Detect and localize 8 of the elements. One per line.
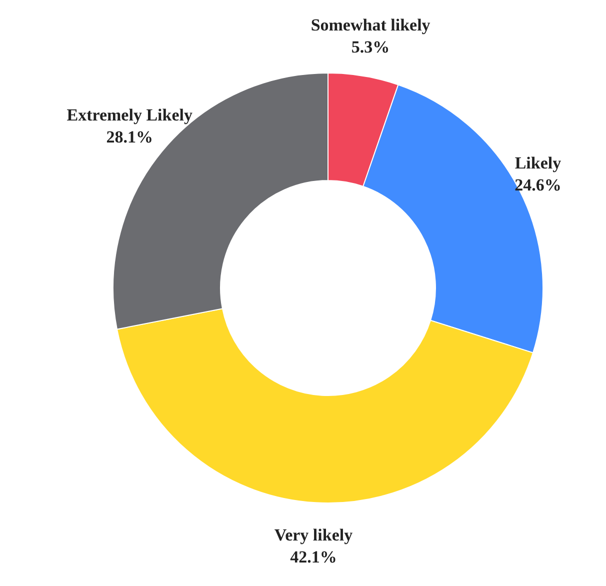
data-label: 28.1% [106,128,153,147]
slice-label: Extremely Likely [66,106,193,125]
slice-label: Very likely [274,526,354,545]
data-label: 24.6% [514,176,562,195]
data-label: 5.3% [351,38,390,57]
data-label: 42.1% [290,548,337,567]
slice-label: Likely [514,154,562,173]
slice-label: Somewhat likely [310,16,431,35]
